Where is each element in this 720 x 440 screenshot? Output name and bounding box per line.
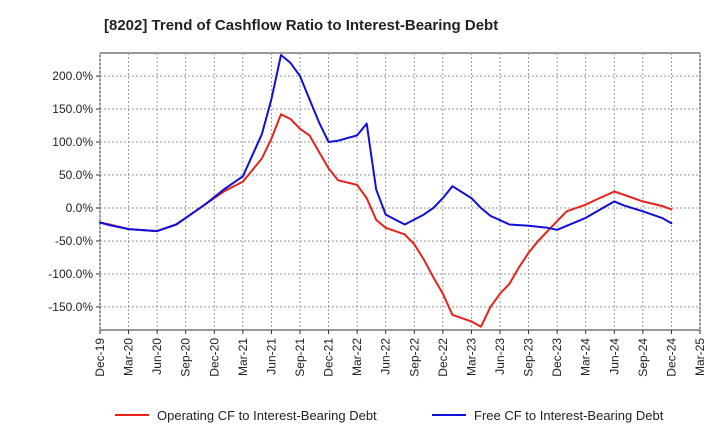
legend: Operating CF to Interest-Bearing Debt Fre…: [115, 408, 664, 423]
plot-area: [99, 52, 701, 331]
x-tick-label: Jun-22: [379, 338, 393, 375]
x-tick-label: Sep-23: [522, 338, 536, 377]
x-tick-label: Dec-23: [550, 338, 564, 377]
x-tick-label: Dec-22: [436, 338, 450, 377]
x-tick-label: Mar-21: [236, 338, 250, 376]
x-tick-label: Jun-21: [264, 338, 278, 375]
x-tick-label: Sep-20: [179, 338, 193, 377]
x-tick-label: Sep-24: [636, 338, 650, 377]
legend-label-2: Free CF to Interest-Bearing Debt: [474, 408, 664, 423]
x-tick-label: Jun-20: [150, 338, 164, 375]
x-tick-label: Jun-24: [607, 338, 621, 375]
chart-title: [8202] Trend of Cashflow Ratio to Intere…: [104, 17, 498, 34]
x-tick-label: Sep-22: [407, 338, 421, 377]
y-tick-label: -100.0%: [48, 267, 93, 281]
x-tick-label: Mar-25: [693, 338, 707, 376]
x-tick-label: Dec-20: [207, 338, 221, 377]
x-tick-label: Dec-24: [664, 338, 678, 377]
y-tick-label: 100.0%: [52, 135, 93, 149]
y-tick-label: 150.0%: [52, 102, 93, 116]
x-tick-label: Mar-22: [350, 338, 364, 376]
x-tick-label: Mar-20: [122, 338, 136, 376]
y-tick-label: 50.0%: [59, 168, 93, 182]
y-axis: 200.0% 150.0% 100.0% 50.0% 0.0% -50.0% -100.0%…: [48, 69, 100, 314]
series-line-1: [99, 113, 673, 328]
x-axis: Dec-19 Mar-20 Jun-20 Sep-20 Dec-20 Mar-21 Jun-…: [93, 330, 707, 377]
series-line-2: [99, 54, 673, 233]
x-tick-label: Jun-23: [493, 338, 507, 375]
y-tick-label: -50.0%: [55, 234, 93, 248]
x-tick-label: Sep-21: [293, 338, 307, 377]
y-tick-label: 0.0%: [66, 201, 94, 215]
x-tick-label: Mar-24: [579, 338, 593, 376]
legend-label-1: Operating CF to Interest-Bearing Debt: [157, 408, 377, 423]
series-lines: [99, 54, 673, 328]
x-tick-label: Dec-21: [322, 338, 336, 377]
y-tick-label: 200.0%: [52, 69, 93, 83]
x-tick-label: Mar-23: [464, 338, 478, 376]
x-tick-label: Dec-19: [93, 338, 107, 377]
y-tick-label: -150.0%: [48, 300, 93, 314]
